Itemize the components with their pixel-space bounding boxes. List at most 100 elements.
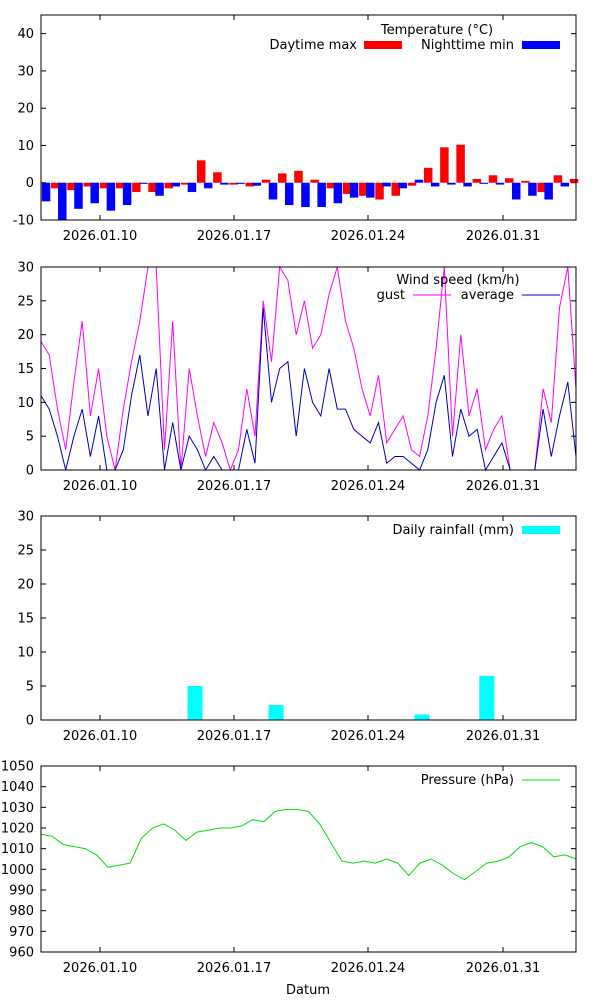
bar-daytime-max bbox=[278, 173, 287, 183]
bar-nighttime-min bbox=[463, 182, 472, 187]
bar-nighttime-min bbox=[203, 182, 213, 189]
legend-label: Daytime max bbox=[270, 38, 358, 53]
bar-daytime-max bbox=[521, 180, 530, 183]
bar-daytime-max bbox=[504, 178, 514, 183]
legend-swatch bbox=[522, 526, 560, 534]
bar-daytime-max bbox=[115, 182, 125, 189]
legend-label: gust bbox=[377, 288, 405, 303]
bar-daytime-max bbox=[553, 175, 563, 183]
bar-daytime-max bbox=[472, 179, 482, 183]
y-tick-label: 970 bbox=[9, 925, 34, 940]
bar-daytime-max bbox=[569, 179, 579, 183]
bar-daytime-max bbox=[440, 147, 449, 183]
bar-nighttime-min bbox=[139, 182, 148, 184]
y-tick-label: 1010 bbox=[1, 842, 34, 857]
x-tick-label: 2026.01.24 bbox=[331, 229, 405, 244]
bar-daytime-max bbox=[51, 182, 60, 189]
bar-daytime-max bbox=[456, 144, 465, 183]
y-tick-label: 10 bbox=[17, 139, 34, 154]
bar-nighttime-min bbox=[220, 182, 229, 185]
legend-label: average bbox=[461, 288, 514, 303]
y-tick-label: 30 bbox=[17, 510, 34, 525]
bar-daytime-max bbox=[359, 182, 368, 196]
bar-daytime-max bbox=[67, 182, 76, 191]
y-tick-label: 25 bbox=[17, 544, 34, 559]
x-tick-label: 2026.01.31 bbox=[466, 479, 540, 494]
bar-daily-rainfall-mm- bbox=[479, 675, 495, 720]
bar-daytime-max bbox=[423, 167, 433, 183]
legend-title: Wind speed (km/h) bbox=[396, 273, 519, 288]
bar-daily-rainfall-mm- bbox=[268, 705, 284, 720]
bar-nighttime-min bbox=[41, 182, 51, 202]
bar-daytime-max bbox=[537, 182, 546, 193]
bar-nighttime-min bbox=[333, 182, 343, 204]
x-tick-label: 2026.01.17 bbox=[197, 229, 271, 244]
y-tick-label: 5 bbox=[26, 680, 34, 695]
bar-nighttime-min bbox=[479, 182, 489, 184]
plot-frame bbox=[40, 515, 577, 721]
bar-daytime-max bbox=[245, 182, 255, 187]
bar-nighttime-min bbox=[560, 182, 570, 187]
y-tick-label: -10 bbox=[13, 214, 34, 229]
bar-daytime-max bbox=[180, 182, 190, 185]
bar-nighttime-min bbox=[90, 182, 99, 204]
y-tick-label: 960 bbox=[9, 946, 34, 961]
plot-frame bbox=[40, 765, 577, 953]
bar-nighttime-min bbox=[398, 182, 407, 189]
bar-nighttime-min bbox=[122, 182, 132, 206]
y-tick-label: 15 bbox=[17, 362, 34, 377]
plot-frame bbox=[40, 266, 577, 471]
x-tick-label: 2026.01.10 bbox=[63, 479, 137, 494]
legend-title: Temperature (°C) bbox=[380, 23, 493, 38]
bar-daytime-max bbox=[375, 182, 384, 200]
y-tick-label: 40 bbox=[17, 27, 34, 42]
bar-nighttime-min bbox=[447, 182, 456, 185]
series-line-gust bbox=[40, 265, 577, 472]
y-tick-label: 980 bbox=[9, 904, 34, 919]
bar-nighttime-min bbox=[430, 182, 440, 187]
legend-label: Pressure (hPa) bbox=[421, 773, 514, 788]
bar-daily-rainfall-mm- bbox=[414, 714, 430, 720]
bar-daytime-max bbox=[148, 182, 157, 193]
x-tick-label: 2026.01.17 bbox=[197, 961, 271, 976]
bar-nighttime-min bbox=[268, 182, 278, 200]
bar-nighttime-min bbox=[187, 182, 197, 193]
bar-nighttime-min bbox=[236, 182, 245, 184]
bar-nighttime-min bbox=[106, 182, 116, 211]
y-tick-label: 1050 bbox=[1, 760, 34, 775]
x-tick-label: 2026.01.10 bbox=[63, 729, 137, 744]
bar-daytime-max bbox=[488, 175, 498, 183]
bar-daytime-max bbox=[261, 179, 271, 183]
x-tick-label: 2026.01.24 bbox=[331, 961, 405, 976]
bar-nighttime-min bbox=[58, 182, 67, 220]
bar-nighttime-min bbox=[349, 182, 359, 198]
bar-daytime-max bbox=[310, 179, 319, 183]
bar-daytime-max bbox=[391, 182, 401, 196]
series-line-pressure-hpa bbox=[40, 808, 577, 881]
x-tick-label: 2026.01.17 bbox=[197, 729, 271, 744]
x-tick-label: 2026.01.24 bbox=[331, 479, 405, 494]
bar-nighttime-min bbox=[284, 182, 294, 206]
bar-nighttime-min bbox=[317, 182, 326, 207]
bar-daily-rainfall-mm- bbox=[187, 686, 203, 720]
legend-swatch bbox=[364, 41, 402, 49]
y-tick-label: 10 bbox=[17, 646, 34, 661]
bar-daytime-max bbox=[83, 182, 92, 187]
y-tick-label: 10 bbox=[17, 396, 34, 411]
x-tick-label: 2026.01.31 bbox=[466, 961, 540, 976]
y-tick-label: 20 bbox=[17, 578, 34, 593]
legend-label: Nighttime min bbox=[421, 38, 514, 53]
x-tick-label: 2026.01.10 bbox=[63, 961, 137, 976]
y-tick-label: 5 bbox=[26, 430, 34, 445]
y-tick-label: 20 bbox=[17, 102, 34, 117]
x-tick-label: 2026.01.17 bbox=[197, 479, 271, 494]
y-tick-label: 15 bbox=[17, 612, 34, 627]
y-tick-label: 30 bbox=[17, 64, 34, 79]
y-tick-label: 0 bbox=[26, 464, 34, 479]
series-line-average bbox=[40, 307, 577, 472]
legend-swatch bbox=[522, 41, 560, 49]
legend-label: Daily rainfall (mm) bbox=[392, 523, 514, 538]
bar-daytime-max bbox=[326, 182, 336, 189]
